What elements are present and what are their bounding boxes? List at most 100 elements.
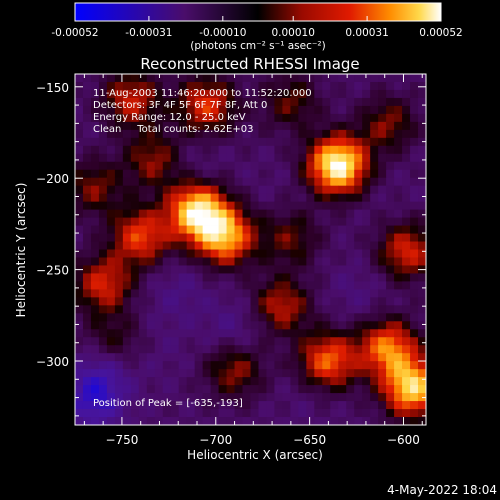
heatmap-cell [394, 225, 403, 234]
heatmap-cell [386, 401, 395, 410]
heatmap-cell [106, 361, 116, 370]
heatmap-cell [282, 121, 291, 131]
heatmap-cell [386, 393, 395, 402]
heatmap-cell [314, 121, 323, 131]
heatmap-cell [386, 305, 395, 314]
heatmap-cell [282, 249, 291, 258]
heatmap-cell [258, 361, 267, 370]
heatmap-cell [154, 145, 164, 155]
heatmap-cell [290, 105, 299, 115]
heatmap-cell [202, 81, 212, 91]
heatmap-cell [354, 201, 363, 211]
heatmap-cell [210, 409, 219, 418]
heatmap-cell [178, 97, 188, 107]
heatmap-cell [130, 105, 140, 115]
heatmap-cell [410, 89, 419, 99]
heatmap-cell [410, 161, 419, 171]
heatmap-cell [194, 233, 204, 242]
heatmap-cell [242, 409, 251, 418]
heatmap-cell [218, 353, 227, 362]
heatmap-cell [194, 81, 204, 91]
heatmap-cell [210, 265, 219, 274]
heatmap-cell [130, 145, 140, 155]
heatmap-cell [202, 337, 212, 346]
heatmap-cell [298, 345, 307, 354]
heatmap-cell [130, 113, 140, 123]
heatmap-cell [90, 313, 100, 322]
heatmap-cell [194, 145, 204, 155]
heatmap-cell [178, 193, 188, 203]
heatmap-cell [210, 297, 219, 306]
heatmap-cell [410, 257, 419, 266]
heatmap-cell [162, 385, 172, 394]
heatmap-cell [122, 209, 132, 218]
heatmap-cell [82, 185, 92, 195]
heatmap-cell [418, 217, 427, 226]
heatmap-cell [146, 281, 156, 290]
heatmap-cell [386, 193, 395, 203]
colorbar-gradient [74, 2, 442, 22]
heatmap-cell [106, 313, 116, 322]
heatmap-cell [114, 313, 124, 322]
heatmap-cell [274, 217, 283, 226]
heatmap-cell [122, 177, 132, 187]
heatmap-cell [154, 217, 164, 226]
heatmap-cell [370, 361, 379, 370]
heatmap-cell [250, 249, 259, 258]
heatmap-cell [210, 201, 219, 211]
heatmap-cell [106, 385, 116, 394]
heatmap-cell [394, 321, 403, 330]
heatmap-cell [114, 97, 124, 107]
colorbar-unit-label: (photons cm⁻² s⁻¹ asec⁻²) [190, 40, 325, 52]
heatmap-cell [82, 153, 92, 163]
heatmap-cell [186, 329, 196, 338]
heatmap-cell [282, 345, 291, 354]
heatmap-cell [290, 241, 299, 250]
heatmap-cell [370, 417, 379, 426]
heatmap-cell [194, 321, 204, 330]
heatmap-cell [186, 281, 196, 290]
heatmap-cell [298, 329, 307, 338]
heatmap-cell [82, 345, 92, 354]
heatmap-cell [226, 121, 235, 131]
x-tick-label: −600 [387, 433, 420, 447]
heatmap-cell [282, 185, 291, 195]
heatmap-cell [314, 281, 323, 290]
heatmap-cell [290, 417, 299, 426]
heatmap-cell [346, 273, 355, 282]
heatmap-cell [82, 409, 92, 418]
heatmap-cell [330, 273, 339, 282]
heatmap-cell [250, 225, 259, 234]
heatmap-cell [170, 313, 180, 322]
heatmap-cell [338, 225, 347, 234]
heatmap-cell [258, 169, 267, 179]
heatmap-cell [114, 345, 124, 354]
heatmap-cell [114, 105, 124, 115]
heatmap-cell [266, 305, 275, 314]
heatmap-cell [338, 113, 347, 123]
heatmap-cell [410, 265, 419, 274]
heatmap-cell [394, 153, 403, 163]
heatmap-cell [290, 345, 299, 354]
heatmap-cell [266, 393, 275, 402]
heatmap-cell [394, 193, 403, 203]
heatmap-cell [250, 361, 259, 370]
heatmap-cell [402, 217, 411, 226]
heatmap-cell [75, 185, 84, 195]
heatmap-cell [394, 337, 403, 346]
heatmap-cell [242, 241, 251, 250]
chart-title: Reconstructed RHESSI Image [140, 55, 359, 73]
heatmap-cell [226, 185, 235, 195]
heatmap-cell [354, 281, 363, 290]
heatmap-cell [410, 217, 419, 226]
heatmap-cell [138, 241, 148, 250]
heatmap-cell [362, 409, 371, 418]
heatmap-cell [106, 89, 116, 99]
heatmap-cell [314, 193, 323, 203]
heatmap-cell [210, 153, 219, 163]
heatmap-cell [250, 209, 259, 218]
heatmap-cell [394, 409, 403, 418]
heatmap-cell [306, 241, 315, 250]
heatmap-cell [186, 113, 196, 123]
heatmap-cell [162, 401, 172, 410]
